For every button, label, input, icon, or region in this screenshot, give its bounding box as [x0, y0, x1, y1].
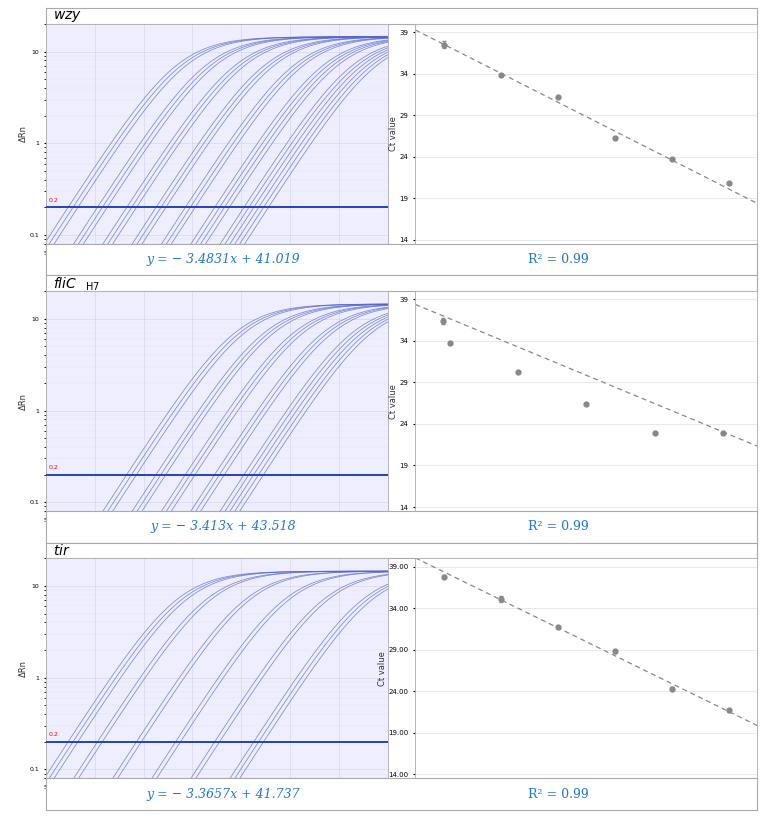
Y-axis label: Ct value: Ct value: [378, 651, 387, 685]
X-axis label: Log CFU/g: Log CFU/g: [565, 525, 607, 534]
Y-axis label: Ct value: Ct value: [389, 116, 398, 151]
X-axis label: Log CFU/g: Log CFU/g: [565, 258, 607, 267]
X-axis label: Cycle: Cycle: [205, 524, 229, 533]
Text: y = − 3.3657x + 41.737: y = − 3.3657x + 41.737: [147, 788, 301, 801]
Text: 0.2: 0.2: [49, 198, 59, 203]
Text: R² = 0.99: R² = 0.99: [528, 520, 588, 533]
Y-axis label: ΔRn: ΔRn: [19, 125, 28, 142]
X-axis label: Cycle: Cycle: [205, 258, 229, 267]
Text: R² = 0.99: R² = 0.99: [528, 254, 588, 266]
Text: R² = 0.99: R² = 0.99: [528, 788, 588, 801]
Text: y = − 3.413x + 43.518: y = − 3.413x + 43.518: [151, 520, 297, 533]
Y-axis label: Ct value: Ct value: [389, 384, 398, 419]
Y-axis label: ΔRn: ΔRn: [19, 660, 28, 676]
X-axis label: Log CFU/g: Log CFU/g: [565, 793, 607, 802]
Y-axis label: ΔRn: ΔRn: [19, 393, 28, 410]
Text: 0.2: 0.2: [49, 465, 59, 470]
Text: 0.2: 0.2: [49, 732, 59, 737]
Text: $\mathit{fliC}$: $\mathit{fliC}$: [53, 276, 77, 290]
Text: y = − 3.4831x + 41.019: y = − 3.4831x + 41.019: [147, 254, 301, 266]
X-axis label: Cycle: Cycle: [205, 792, 229, 801]
Text: $\mathit{tir}$: $\mathit{tir}$: [53, 543, 70, 558]
Text: $\mathrm{H7}$: $\mathrm{H7}$: [85, 281, 99, 292]
Text: $\mathit{wzy}$: $\mathit{wzy}$: [53, 8, 82, 24]
